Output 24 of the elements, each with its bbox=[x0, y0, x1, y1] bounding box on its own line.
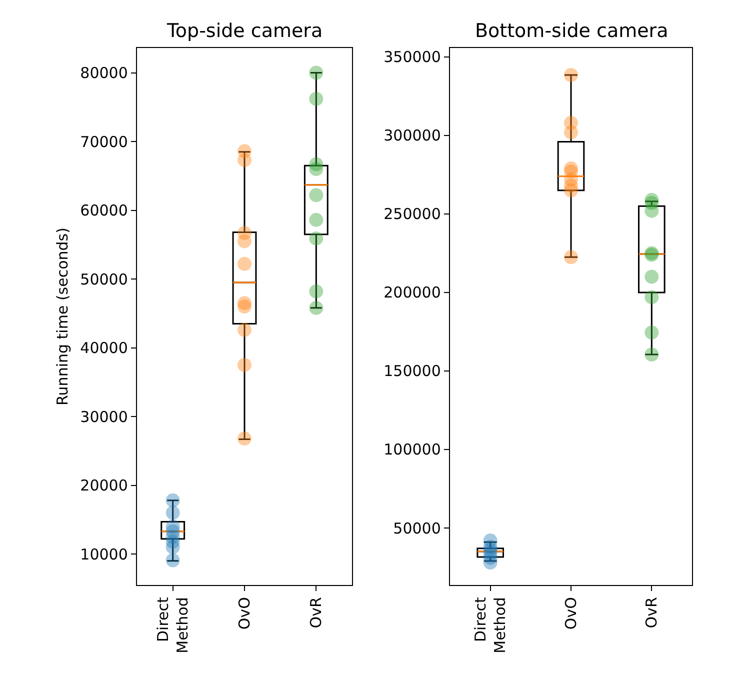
y-axis-title: Running time (seconds) bbox=[53, 228, 72, 406]
y-tick-label: 150000 bbox=[384, 362, 441, 380]
x-tick-label: Direct Method bbox=[154, 596, 192, 654]
y-tick-label: 350000 bbox=[384, 48, 441, 66]
y-tick-label: 10000 bbox=[80, 545, 128, 564]
y-tick-label: 50000 bbox=[393, 519, 441, 538]
y-tick-label: 20000 bbox=[80, 476, 128, 495]
y-tick-label: 300000 bbox=[384, 126, 441, 145]
y-tick-label: 70000 bbox=[80, 132, 128, 151]
y-tick-label: 100000 bbox=[384, 440, 441, 459]
y-tick-label: 200000 bbox=[384, 284, 441, 302]
x-tick-label: OvR bbox=[642, 597, 661, 628]
x-tick-label: OvR bbox=[307, 597, 326, 628]
y-tick-label: 80000 bbox=[80, 64, 128, 82]
y-tick-label: 40000 bbox=[80, 339, 128, 358]
y-tick-label: 50000 bbox=[80, 270, 128, 288]
chart-title: Bottom-side camera bbox=[475, 20, 668, 42]
chart-title: Top-side camera bbox=[166, 20, 323, 42]
x-tick-label: OvO bbox=[562, 597, 580, 630]
x-tick-label: OvO bbox=[235, 597, 254, 630]
y-tick-label: 250000 bbox=[384, 205, 441, 224]
y-tick-label: 30000 bbox=[80, 408, 128, 426]
y-tick-label: 60000 bbox=[80, 202, 128, 220]
x-tick-label: Direct Method bbox=[471, 596, 509, 654]
